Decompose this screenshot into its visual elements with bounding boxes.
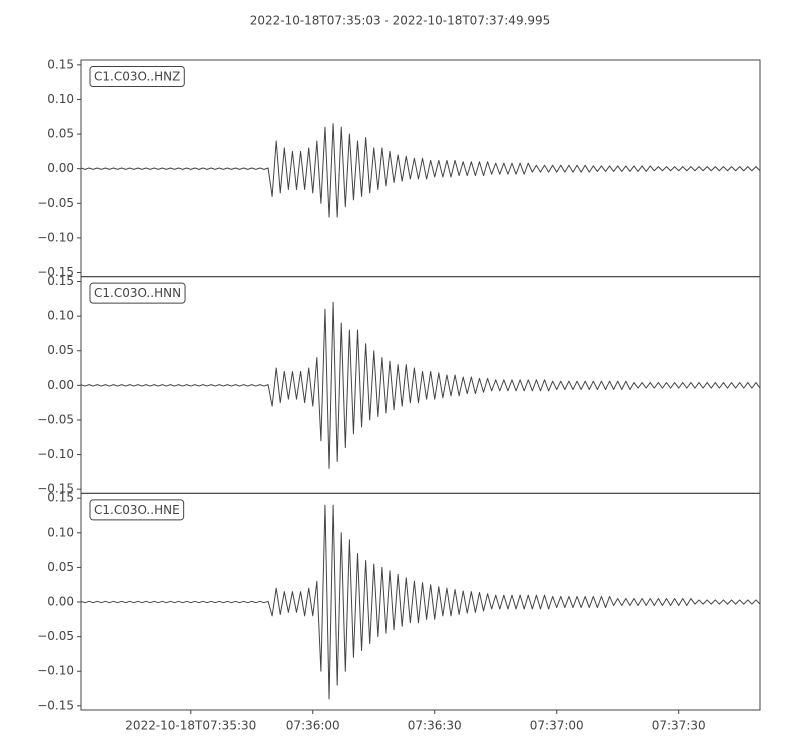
trace-label-box xyxy=(89,282,186,304)
y-tick-label: 0.15 xyxy=(47,491,74,505)
panel: 0.15 0.10 0.05 0.00 −0.05 −0.10 −0.15 C1.C03O..… xyxy=(37,274,761,496)
trace-line xyxy=(81,504,760,700)
y-tick-label: 0.10 xyxy=(47,525,74,539)
y-tick-label: −0.15 xyxy=(37,265,74,279)
trace-label: C1.C03O..HNE xyxy=(94,503,180,517)
trace-line xyxy=(81,301,760,469)
x-tick-label: 2022-10-18T07:35:30 xyxy=(125,719,256,733)
y-tick-label: −0.05 xyxy=(37,412,74,426)
panel-frame xyxy=(80,492,761,711)
y-tick-label: −0.15 xyxy=(37,482,74,496)
y-tick-label: 0.15 xyxy=(47,274,74,288)
x-tick-label: 07:36:00 xyxy=(286,719,340,733)
x-tick-label: 07:37:30 xyxy=(652,719,706,733)
trace-label: C1.C03O..HNN xyxy=(94,286,181,300)
y-tick-label: −0.10 xyxy=(37,664,74,678)
y-tick-label: −0.10 xyxy=(37,230,74,244)
y-tick-label: 0.10 xyxy=(47,309,74,323)
y-tick-label: 0.10 xyxy=(47,92,74,106)
trace-label-box xyxy=(89,66,185,87)
y-tick-label: 0.00 xyxy=(47,378,74,392)
x-tick-label: 07:37:00 xyxy=(530,719,584,733)
y-tick-label: 0.15 xyxy=(47,57,74,71)
panel: 0.15 0.10 0.05 0.00 −0.05 −0.10 −0.15 C1.C03O..… xyxy=(37,57,761,279)
y-tick-label: 0.05 xyxy=(47,560,74,574)
y-tick-label: −0.10 xyxy=(37,447,74,461)
x-tick-label: 07:36:30 xyxy=(408,719,462,733)
y-tick-label: −0.05 xyxy=(37,629,74,643)
y-tick-label: 0.00 xyxy=(47,595,74,609)
y-tick-label: 0.00 xyxy=(47,161,74,175)
y-tick-label: −0.15 xyxy=(37,698,74,712)
y-tick-label: 0.05 xyxy=(47,343,74,357)
y-tick-label: 0.05 xyxy=(47,127,74,141)
trace-label-box xyxy=(89,499,185,521)
y-tick-label: −0.05 xyxy=(37,196,74,210)
panel: 0.15 0.10 0.05 0.00 −0.05 −0.10 −0.15 2022-10-1… xyxy=(37,491,761,733)
chart-title: 2022-10-18T07:35:03 - 2022-10-18T07:37:4… xyxy=(250,14,551,28)
trace-label: C1.C03O..HNZ xyxy=(94,70,180,84)
trace-line xyxy=(81,123,760,218)
